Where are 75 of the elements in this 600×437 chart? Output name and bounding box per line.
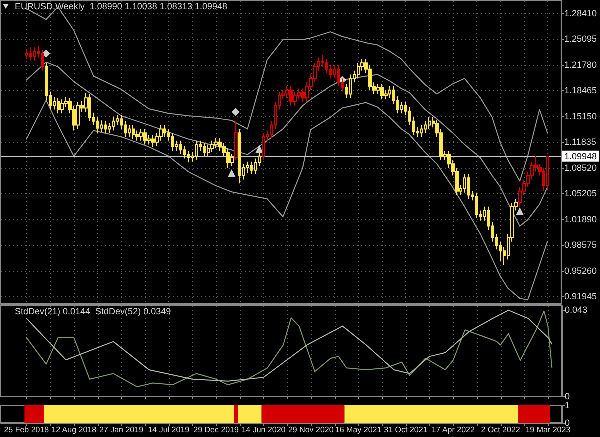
point bbox=[516, 208, 524, 216]
chart-title: EURUSD,Weekly 1.08990 1.10038 1.08313 1.09948 bbox=[15, 2, 228, 12]
candlestick bbox=[179, 140, 182, 155]
candlestick bbox=[210, 140, 214, 153]
x-tick-label: 2 Oct 2022 bbox=[481, 426, 521, 434]
candlestick bbox=[380, 84, 384, 100]
candlestick bbox=[357, 62, 360, 80]
candlestick bbox=[250, 161, 253, 175]
candlestick bbox=[132, 124, 135, 140]
candlestick bbox=[195, 140, 198, 161]
candlestick bbox=[424, 120, 427, 134]
ref-line-label: 1.09948 bbox=[564, 151, 598, 162]
y-tick-label: 1.01890 bbox=[564, 214, 598, 224]
candlestick bbox=[349, 74, 352, 99]
x-tick-label: 31 Oct 2021 bbox=[384, 426, 428, 434]
candlestick bbox=[29, 47, 32, 62]
y-tick-label: 0.95260 bbox=[564, 266, 598, 276]
candlestick bbox=[203, 142, 206, 157]
point bbox=[228, 169, 236, 178]
candlestick bbox=[289, 86, 293, 106]
line-series bbox=[26, 62, 548, 227]
x-tick-label: 29 Nov 2020 bbox=[288, 426, 334, 434]
y-tick-label: 0 bbox=[565, 392, 570, 402]
candlestick bbox=[33, 47, 36, 62]
candlestick bbox=[214, 138, 218, 150]
point bbox=[232, 108, 240, 116]
y-tick-label: 1.05205 bbox=[564, 188, 598, 199]
candlestick bbox=[546, 156, 549, 190]
candlestick bbox=[151, 134, 155, 148]
candlestick bbox=[163, 124, 166, 138]
x-tick-label: 29 Dec 2019 bbox=[194, 426, 240, 434]
candlestick bbox=[112, 117, 115, 132]
candlestick bbox=[238, 128, 241, 184]
x-tick-label: 25 Feb 2018 bbox=[4, 426, 50, 434]
y-tick-label: 1.15150 bbox=[564, 111, 598, 122]
x-tick-label: 14 Jun 2020 bbox=[242, 426, 286, 434]
x-tick-label: 14 Jul 2019 bbox=[148, 426, 190, 434]
candlestick bbox=[128, 124, 131, 138]
y-tick-label: 1.21780 bbox=[564, 60, 598, 70]
candlestick bbox=[76, 102, 80, 130]
x-tick-label: 12 Aug 2018 bbox=[52, 426, 98, 434]
x-tick-label: 19 Mar 2023 bbox=[526, 426, 572, 434]
x-tick-label: 16 May 2021 bbox=[335, 426, 382, 434]
candlestick bbox=[207, 144, 210, 157]
candlestick bbox=[57, 98, 60, 114]
candlestick bbox=[96, 117, 99, 134]
candlestick bbox=[25, 48, 28, 60]
candlestick bbox=[171, 132, 174, 152]
y-tick-label: 1.28410 bbox=[564, 8, 598, 18]
candlestick bbox=[88, 94, 91, 122]
candlestick bbox=[104, 120, 107, 134]
candlestick bbox=[143, 128, 147, 146]
candlestick bbox=[139, 128, 143, 142]
candlestick bbox=[428, 117, 431, 130]
line-series bbox=[26, 100, 548, 301]
y-tick-label: 1.08520 bbox=[564, 162, 598, 173]
candlestick bbox=[41, 49, 44, 72]
y-tick-label: 1.11835 bbox=[564, 137, 596, 148]
y-tick-label: 1.18465 bbox=[564, 86, 598, 96]
y-tick-label: 0 bbox=[565, 418, 570, 428]
candlestick bbox=[475, 192, 478, 220]
point bbox=[42, 50, 50, 58]
y-tick-label: 1.25095 bbox=[564, 34, 598, 44]
candlestick bbox=[420, 124, 423, 138]
y-tick-label: 0.91945 bbox=[564, 292, 598, 302]
y-tick-label: 0.043 bbox=[565, 305, 588, 316]
y-tick-label: 0.98575 bbox=[564, 240, 598, 250]
candlestick bbox=[467, 174, 470, 200]
candlestick bbox=[100, 120, 103, 133]
candlestick bbox=[60, 99, 64, 114]
chart-title: StdDev(21) 0.0144 StdDev(52) 0.0349 bbox=[15, 306, 172, 316]
x-tick-label: 27 Jan 2019 bbox=[99, 426, 144, 434]
y-tick-label: 1 bbox=[565, 400, 570, 410]
x-tick-label: 17 Apr 2022 bbox=[432, 426, 476, 434]
candlestick bbox=[187, 150, 190, 164]
